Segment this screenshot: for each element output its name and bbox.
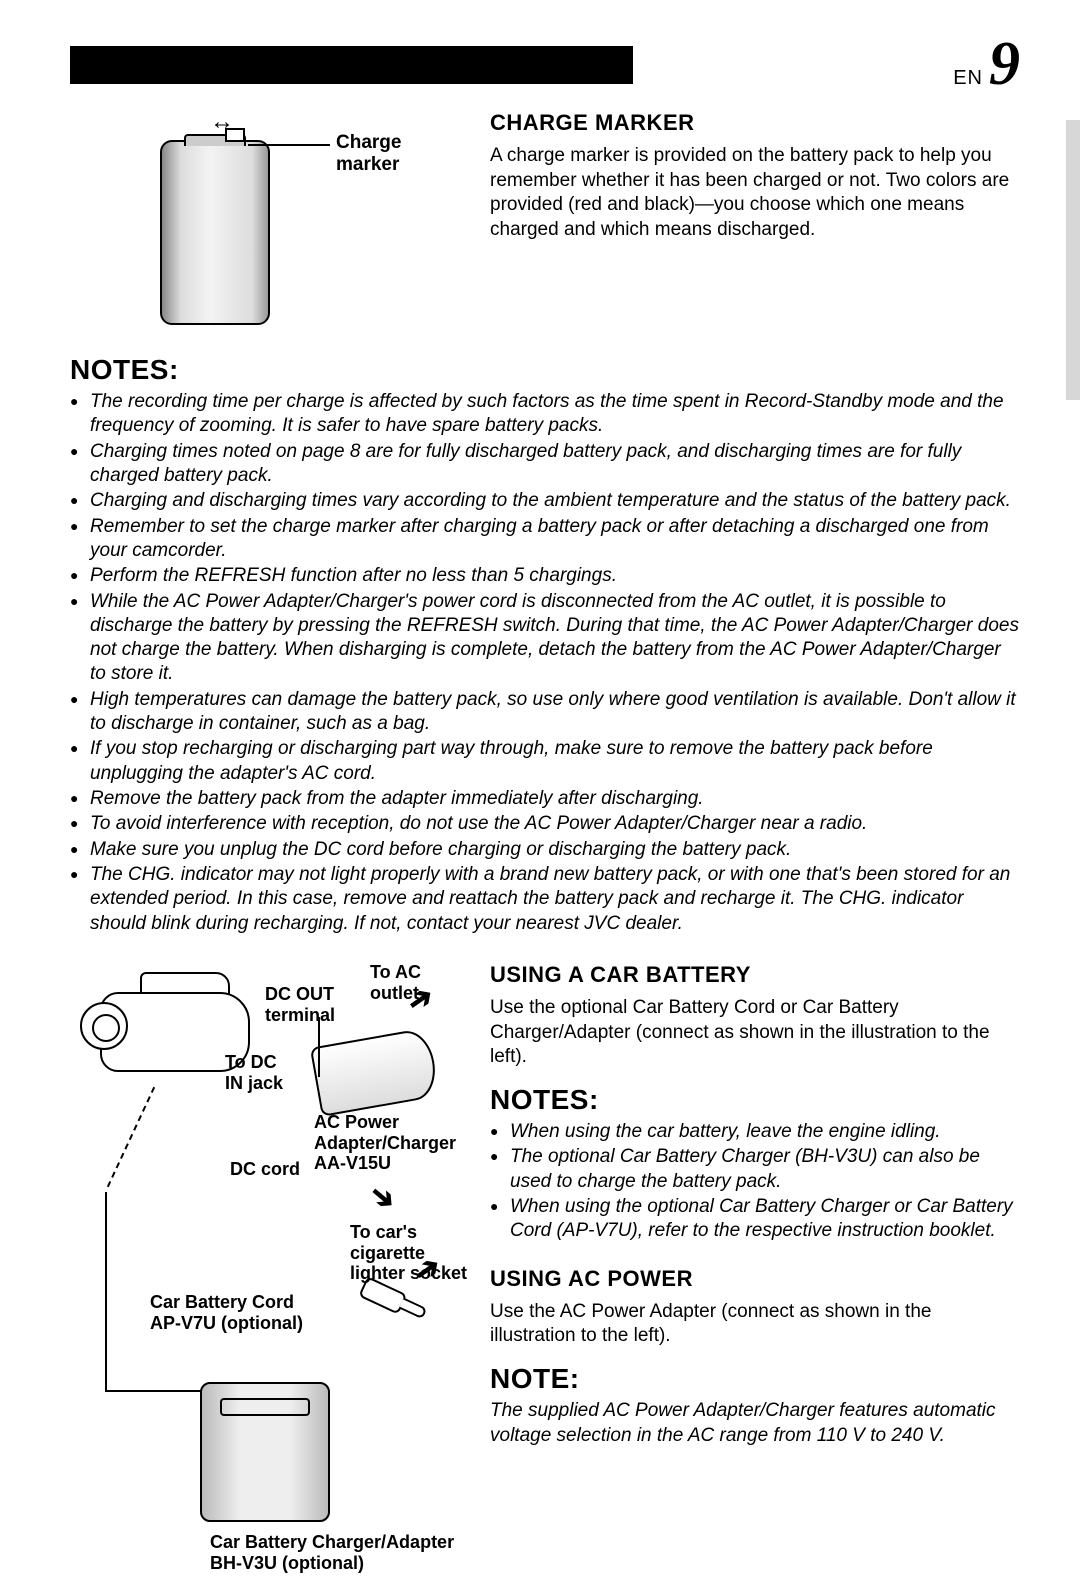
row-charge-marker: ↔ Charge marker CHARGE MARKER A charge m… [70,110,1020,340]
label-car-battery-charger: Car Battery Charger/Adapter BH-V3U (opti… [210,1532,454,1573]
cord-line [105,1192,107,1392]
notes-main-heading: NOTES: [70,354,1020,386]
leader-line [248,144,330,146]
charge-marker-body: A charge marker is provided on the batte… [490,144,1020,243]
note-item: Make sure you unplug the DC cord before … [70,838,1020,862]
ac-power-title: USING AC POWER [490,1266,1020,1292]
page-lang: EN [953,67,983,90]
note-item: The CHG. indicator may not light properl… [70,863,1020,936]
page-digit: 9 [989,40,1020,90]
page-number: EN 9 [633,40,1020,90]
adapter-icon [310,1027,440,1117]
note-item: High temperatures can damage the battery… [70,688,1020,737]
note-item: The recording time per charge is affecte… [70,390,1020,439]
notes-car-heading: NOTES: [490,1084,1020,1116]
cord-line [318,1017,320,1077]
label-to-car-socket: To car's cigarette lighter socket [350,1222,467,1284]
car-battery-body: Use the optional Car Battery Cord or Car… [490,996,1020,1070]
charge-marker-title: CHARGE MARKER [490,110,1020,136]
page-header: EN 9 [70,40,1020,90]
figure-battery: ↔ Charge marker [70,110,460,340]
notes-main: NOTES: The recording time per charge is … [70,354,1020,936]
label-dc-cord: DC cord [230,1159,300,1180]
battery-icon [160,140,270,325]
label-to-ac-outlet: To AC outlet [370,962,460,1003]
figure-power: ➔ ➔ ➔ To AC outlet DC OUT terminal To DC… [70,962,460,1592]
label-to-dc-in-jack: To DC IN jack [225,1052,283,1093]
cord-line [105,1390,205,1393]
ac-power-body: Use the AC Power Adapter (connect as sho… [490,1300,1020,1349]
car-battery-title: USING A CAR BATTERY [490,962,1020,988]
note-ac-body: The supplied AC Power Adapter/Charger fe… [490,1399,1020,1448]
figure-battery-label: Charge marker [336,132,460,176]
row-power: ➔ ➔ ➔ To AC outlet DC OUT terminal To DC… [70,962,1020,1592]
page-tab [1066,120,1080,400]
note-ac-heading: NOTE: [490,1363,1020,1395]
note-item: To avoid interference with reception, do… [70,812,1020,836]
dashed-arrow-icon [107,1087,155,1188]
note-item: Charging times noted on page 8 are for f… [70,440,1020,489]
note-item: When using the optional Car Battery Char… [490,1195,1020,1244]
label-dc-out-terminal: DC OUT terminal [265,984,335,1025]
note-item: Remember to set the charge marker after … [70,515,1020,564]
marker-arrow-icon: ↔ [210,108,234,136]
notes-car-list: When using the car battery, leave the en… [490,1120,1020,1244]
note-item: Charging and discharging times vary acco… [70,489,1020,513]
note-item: When using the car battery, leave the en… [490,1120,1020,1144]
note-item: While the AC Power Adapter/Charger's pow… [70,590,1020,687]
note-item: If you stop recharging or discharging pa… [70,737,1020,786]
note-item: Perform the REFRESH function after no le… [70,564,1020,588]
note-item: Remove the battery pack from the adapter… [70,787,1020,811]
header-bar [70,46,633,84]
charger-icon [200,1382,330,1522]
label-ac-adapter: AC Power Adapter/Charger AA-V15U [314,1112,456,1174]
notes-main-list: The recording time per charge is affecte… [70,390,1020,936]
arrow-icon: ➔ [362,1176,404,1219]
note-item: The optional Car Battery Charger (BH-V3U… [490,1145,1020,1194]
label-car-battery-cord: Car Battery Cord AP-V7U (optional) [150,1292,303,1333]
